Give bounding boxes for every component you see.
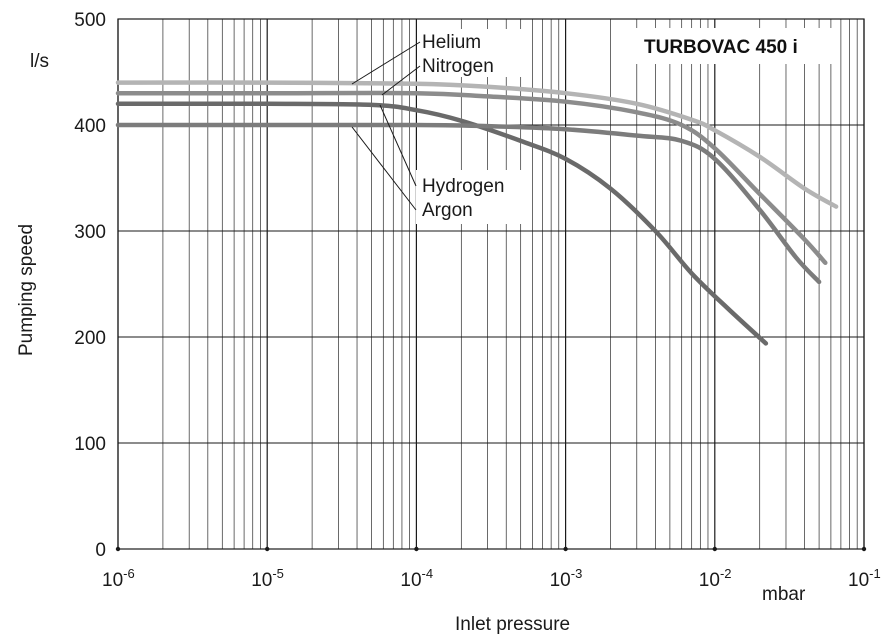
leader-line-helium <box>351 41 421 85</box>
x-unit-label: mbar <box>762 584 806 605</box>
x-axis-title: Inlet pressure <box>455 614 570 635</box>
series-line-hydrogen <box>115 101 769 346</box>
x-tick-label: 10-1 <box>848 566 881 591</box>
y-tick-label: 500 <box>74 10 106 31</box>
y-axis-title: Pumping speed <box>16 224 37 356</box>
legend-bottom-bg <box>416 170 528 224</box>
x-tick-label: 10-3 <box>550 566 583 591</box>
plot-frame <box>117 18 865 550</box>
leader-line-hydrogen <box>379 104 417 187</box>
minor-gridlines <box>162 19 858 549</box>
leader-line-argon <box>351 126 417 211</box>
title-box <box>634 28 839 64</box>
legend: Helium Nitrogen Hydrogen Argon <box>351 29 528 224</box>
x-tick-label: 10-5 <box>251 566 284 591</box>
legend-top-bg <box>418 29 528 77</box>
legend-label-helium: Helium <box>422 32 481 53</box>
series-layer <box>115 80 839 346</box>
x-tick-label: 10-2 <box>699 566 732 591</box>
y-tick-label: 0 <box>95 540 106 561</box>
y-tick-label: 400 <box>74 116 106 137</box>
series-line-nitrogen <box>115 90 828 266</box>
chart-title: TURBOVAC 450 i <box>644 37 798 58</box>
legend-label-nitrogen: Nitrogen <box>422 56 494 77</box>
x-tick-mark <box>115 546 121 552</box>
y-unit-bg <box>22 48 62 72</box>
x-tick-mark <box>563 546 568 552</box>
series-line-helium <box>115 80 839 209</box>
x-tick-mark <box>861 546 867 552</box>
x-tick-mark <box>414 546 419 552</box>
x-tick-mark <box>265 546 270 552</box>
y-tick-label: 300 <box>74 222 106 243</box>
y-unit-label: l/s <box>30 51 49 72</box>
y-tick-label: 200 <box>74 328 106 349</box>
legend-label-argon: Argon <box>422 200 473 221</box>
tick-labels: 0 100 200 300 400 500 10-6 10-5 10-4 10-3 10-2 10-1 <box>74 10 880 591</box>
legend-label-hydrogen: Hydrogen <box>422 176 504 197</box>
x-tick-label: 10-4 <box>400 566 433 591</box>
y-tick-label: 100 <box>74 434 106 455</box>
x-tick-mark <box>712 546 717 552</box>
x-tick-label: 10-6 <box>102 566 135 591</box>
series-line-argon <box>115 122 822 285</box>
leader-line-nitrogen <box>381 65 421 96</box>
